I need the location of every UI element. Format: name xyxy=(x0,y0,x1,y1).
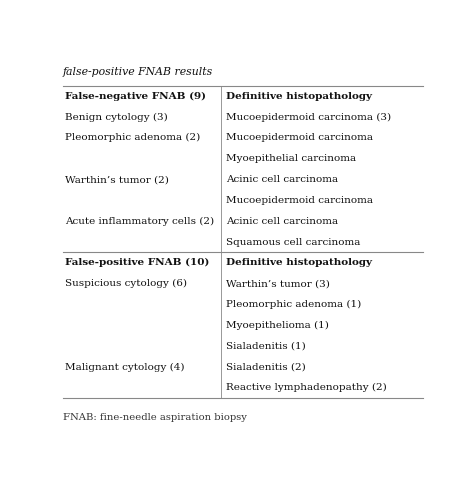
Text: false-positive FNAB results: false-positive FNAB results xyxy=(63,67,213,77)
Text: Definitive histopathology: Definitive histopathology xyxy=(227,258,373,268)
Text: Acute inflammatory cells (2): Acute inflammatory cells (2) xyxy=(65,217,214,226)
Text: Sialadenitis (1): Sialadenitis (1) xyxy=(227,341,306,351)
Text: Sialadenitis (2): Sialadenitis (2) xyxy=(227,363,306,371)
Text: FNAB: fine-needle aspiration biopsy: FNAB: fine-needle aspiration biopsy xyxy=(63,413,247,422)
Text: Mucoepidermoid carcinoma (3): Mucoepidermoid carcinoma (3) xyxy=(227,113,392,122)
Text: False-negative FNAB (9): False-negative FNAB (9) xyxy=(65,92,206,101)
Text: Pleomorphic adenoma (2): Pleomorphic adenoma (2) xyxy=(65,133,200,142)
Text: Acinic cell carcinoma: Acinic cell carcinoma xyxy=(227,217,338,226)
Text: Myoepithelioma (1): Myoepithelioma (1) xyxy=(227,321,329,330)
Text: Mucoepidermoid carcinoma: Mucoepidermoid carcinoma xyxy=(227,196,374,205)
Text: Malignant cytology (4): Malignant cytology (4) xyxy=(65,362,184,371)
Text: Myoepithelial carcinoma: Myoepithelial carcinoma xyxy=(227,154,356,163)
Text: Benign cytology (3): Benign cytology (3) xyxy=(65,113,167,122)
Text: False-positive FNAB (10): False-positive FNAB (10) xyxy=(65,258,209,268)
Text: Warthin’s tumor (3): Warthin’s tumor (3) xyxy=(227,279,330,288)
Text: Definitive histopathology: Definitive histopathology xyxy=(227,92,373,101)
Text: Reactive lymphadenopathy (2): Reactive lymphadenopathy (2) xyxy=(227,384,387,392)
Text: Squamous cell carcinoma: Squamous cell carcinoma xyxy=(227,238,361,246)
Text: Mucoepidermoid carcinoma: Mucoepidermoid carcinoma xyxy=(227,133,374,142)
Text: Acinic cell carcinoma: Acinic cell carcinoma xyxy=(227,175,338,184)
Text: Warthin’s tumor (2): Warthin’s tumor (2) xyxy=(65,175,169,184)
Text: Suspicious cytology (6): Suspicious cytology (6) xyxy=(65,279,187,288)
Text: Pleomorphic adenoma (1): Pleomorphic adenoma (1) xyxy=(227,300,362,309)
